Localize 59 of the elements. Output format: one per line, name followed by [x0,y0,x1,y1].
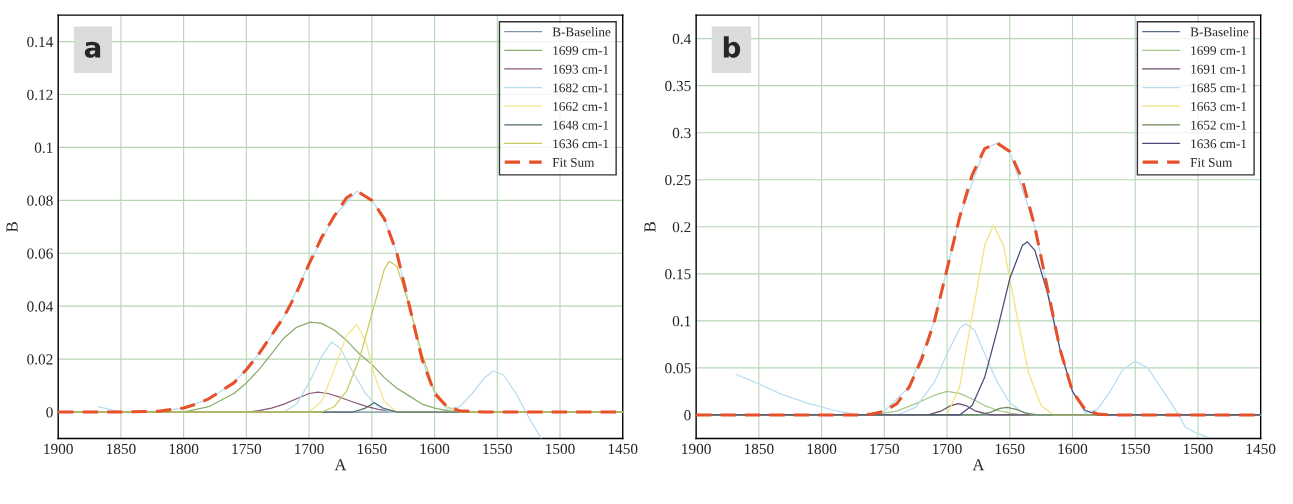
x-tick-label: 1600 [1058,443,1088,455]
x-axis-title: A [972,459,985,471]
legend-label: 1636 cm-1 [553,139,609,149]
y-tick-label: 0.02 [27,354,53,365]
y-tick-label: 0.35 [665,80,691,92]
legend-label: B-Baseline [1190,27,1249,37]
y-tick-label: 0.08 [27,195,53,206]
legend-label: 1682 cm-1 [553,83,609,93]
x-tick-label: 1850 [744,443,774,455]
legend-label: 1648 cm-1 [553,120,609,130]
x-tick-label: 1700 [933,443,962,455]
legend-label: 1693 cm-1 [553,64,609,74]
y-tick-label: 0 [46,407,53,418]
x-tick-label: 1750 [870,443,899,455]
x-tick-label: 1700 [295,443,324,455]
legend-label: B-Baseline [552,27,611,37]
legend-label: 1662 cm-1 [553,102,609,111]
legend-label: Fit Sum [552,158,595,167]
y-axis-title: B [6,222,18,232]
x-tick-label: 1450 [1246,443,1276,455]
y-tick-label: 0 [684,410,691,421]
x-tick-label: 1500 [546,443,575,455]
x-tick-label: 1550 [1121,443,1150,455]
legend-label: 1652 cm-1 [1191,120,1247,130]
x-tick-label: 1900 [682,443,711,455]
annotation: a [84,41,101,58]
legend-label: 1636 cm-1 [1191,139,1247,149]
y-tick-label: 0.14 [27,36,54,48]
x-tick-label: 1650 [995,443,1025,455]
x-tick-label: 1850 [106,443,136,455]
x-tick-label: 1800 [169,443,199,455]
y-tick-label: 0.3 [672,127,691,139]
legend-label: 1691 cm-1 [1191,64,1247,74]
x-tick-label: 1500 [1184,443,1213,455]
y-axis-title: B [644,222,656,232]
y-tick-label: 0.06 [27,248,53,259]
y-tick-label: 0.05 [665,363,691,374]
y-tick-label: 0.1 [672,316,691,327]
legend-label: 1663 cm-1 [1191,102,1247,111]
x-tick-label: 1750 [232,443,262,455]
y-tick-label: 0.2 [672,221,691,233]
y-tick-label: 0.4 [672,33,692,45]
legend-label: Fit Sum [1190,158,1233,167]
x-axis-title: A [334,459,347,471]
legend-label: 1685 cm-1 [1191,83,1247,93]
y-tick-label: 0.04 [27,301,54,312]
y-tick-label: 0.15 [665,268,691,280]
legend-label: 1699 cm-1 [1191,46,1247,55]
annotation: b [723,36,741,58]
x-tick-label: 1550 [483,443,512,455]
x-tick-label: 1650 [357,443,387,455]
x-tick-label: 1800 [807,443,837,455]
y-tick-label: 0.12 [27,89,53,101]
y-tick-label: 0.25 [665,174,691,186]
y-tick-label: 0.1 [34,142,53,153]
x-tick-label: 1600 [420,443,450,455]
x-tick-label: 1900 [44,443,73,455]
x-tick-label: 1450 [608,443,638,455]
legend-label: 1699 cm-1 [553,46,609,55]
